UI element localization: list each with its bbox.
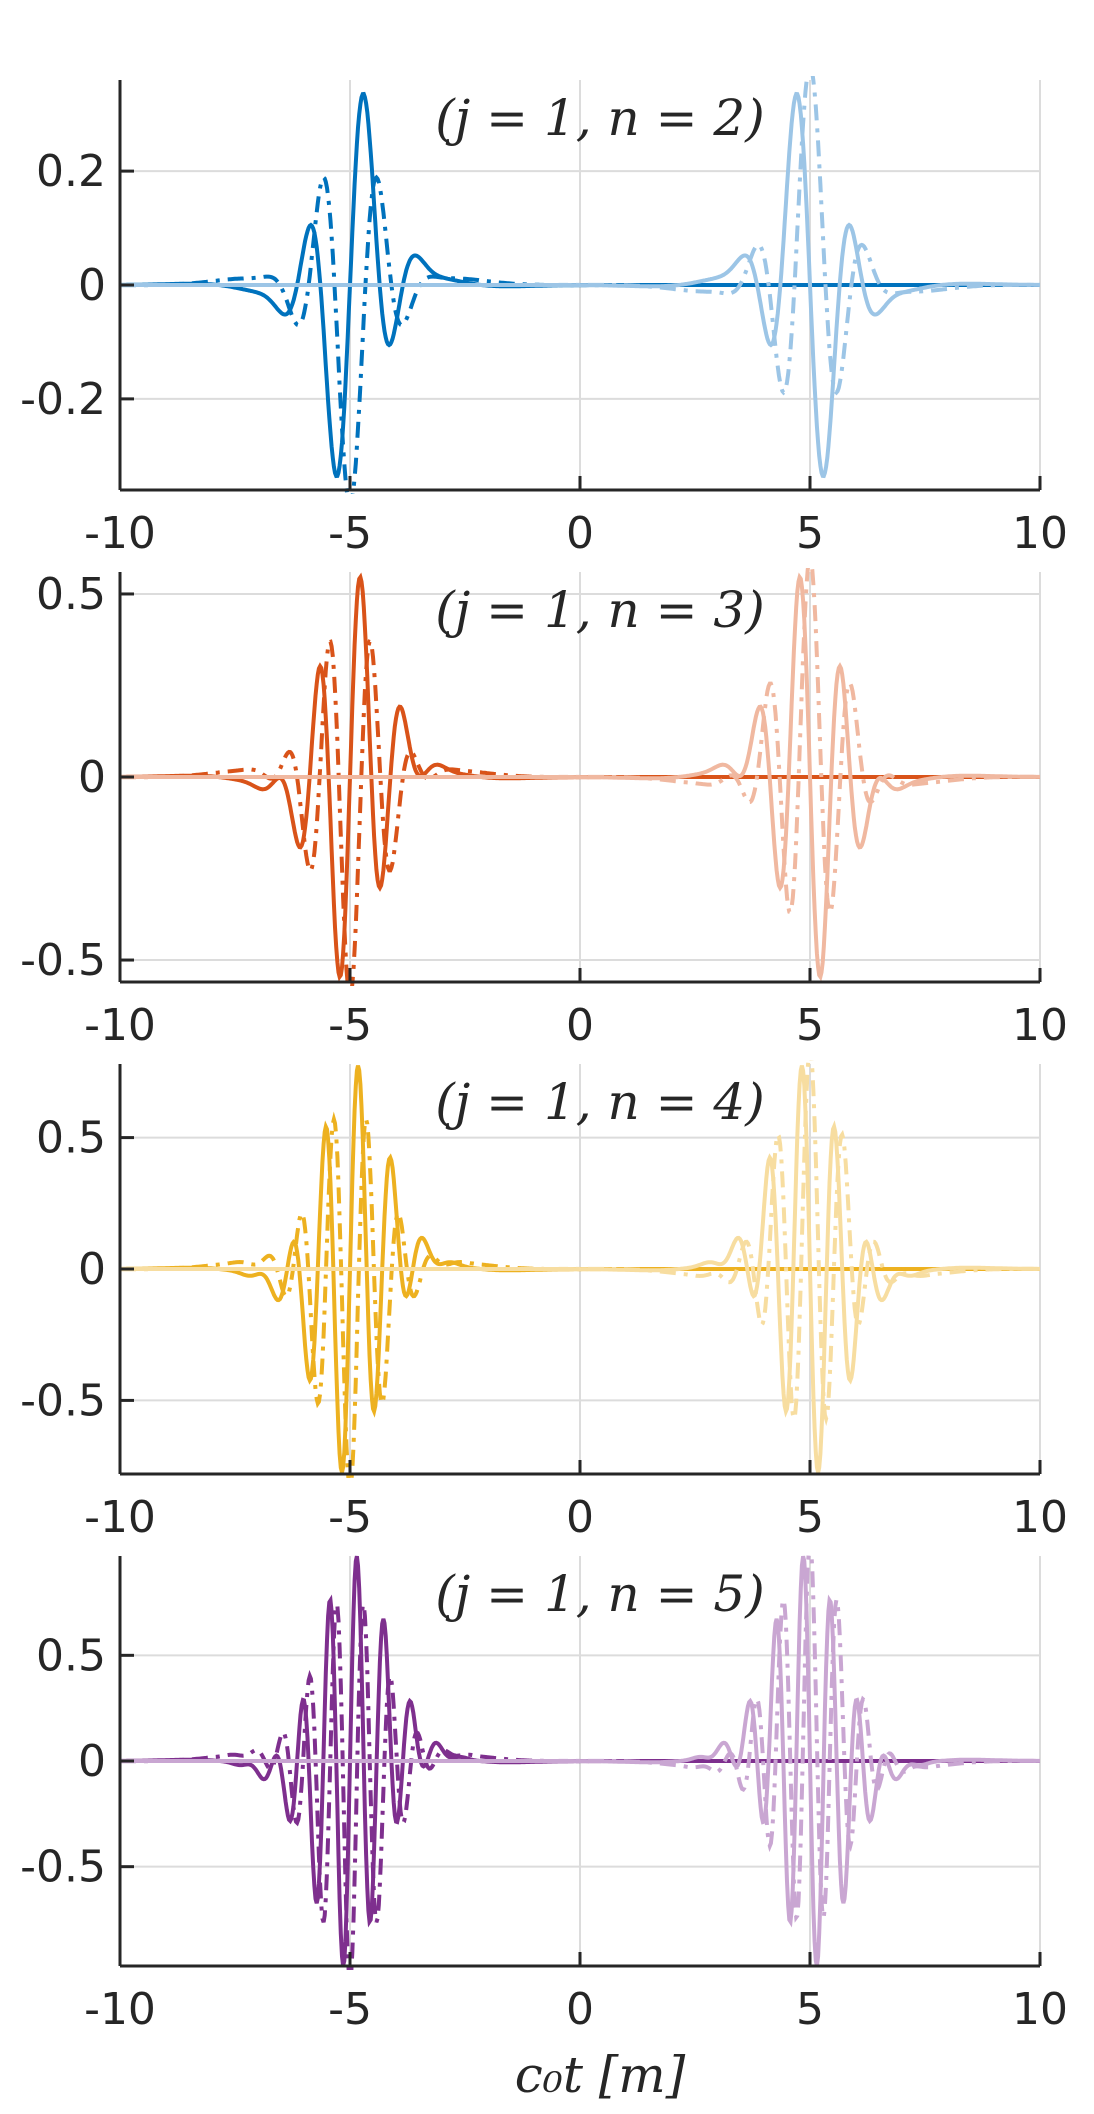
panel-2: -10 -5 0 5 10 0.5 0 -0.5 (j = 1, n = 3): [20, 568, 1068, 1051]
x-tick-label: 5: [796, 1000, 824, 1051]
x-tick-label: -5: [328, 1492, 372, 1543]
y-tick-label: 0: [78, 752, 106, 803]
x-tick-label: -5: [328, 1000, 372, 1051]
x-tick-label: -5: [328, 1984, 372, 2035]
y-tick-label: 0.5: [36, 1113, 106, 1164]
series-faded-dashdot: [120, 568, 1040, 915]
y-tick-label: 0: [78, 1736, 106, 1787]
panel-3: -10 -5 0 5 10 0.5 0 -0.5 (j = 1, n = 4): [20, 1060, 1068, 1543]
x-tick-label: 5: [796, 508, 824, 559]
panel-4: -10 -5 0 5 10 0.5 0 -0.5 (j = 1, n = 5): [20, 1552, 1068, 2035]
panel-title: (j = 1, n = 5): [435, 1565, 765, 1623]
panel-title: (j = 1, n = 4): [435, 1073, 765, 1131]
x-tick-label: -5: [328, 508, 372, 559]
x-tick-label: 0: [566, 1000, 594, 1051]
x-axis-label: c₀t [m]: [515, 2046, 686, 2104]
x-tick-label: 5: [796, 1984, 824, 2035]
x-tick-label: 10: [1012, 508, 1068, 559]
x-tick-label: -10: [84, 1492, 156, 1543]
panel-title: (j = 1, n = 3): [435, 581, 765, 639]
y-tick-label: 0.2: [36, 146, 106, 197]
x-tick-label: 0: [566, 1492, 594, 1543]
x-tick-label: 5: [796, 1492, 824, 1543]
y-tick-label: -0.5: [20, 1842, 106, 1893]
panel-title: (j = 1, n = 2): [435, 89, 765, 147]
y-tick-label: -0.5: [20, 935, 106, 986]
x-tick-label: 0: [566, 1984, 594, 2035]
x-tick-label: -10: [84, 1984, 156, 2035]
panel-1: -10 -5 0 5 10 0.2 0 -0.2 (j = 1, n = 2): [20, 76, 1068, 559]
y-tick-label: 0.5: [36, 569, 106, 620]
y-tick-label: 0.5: [36, 1630, 106, 1681]
x-tick-label: 0: [566, 508, 594, 559]
x-tick-label: 10: [1012, 1000, 1068, 1051]
x-tick-label: -10: [84, 1000, 156, 1051]
series-faded-dashdot: [120, 1060, 1040, 1427]
x-tick-label: 10: [1012, 1492, 1068, 1543]
y-tick-label: -0.2: [20, 374, 106, 425]
x-tick-label: 10: [1012, 1984, 1068, 2035]
y-tick-label: 0: [78, 260, 106, 311]
x-tick-label: -10: [84, 508, 156, 559]
panels: -10 -5 0 5 10 0.2 0 -0.2 (j = 1, n = 2) -10 -5 0 5 10…: [20, 76, 1068, 2035]
y-tick-label: 0: [78, 1244, 106, 1295]
y-tick-label: -0.5: [20, 1375, 106, 1426]
series-faded-dashdot: [120, 76, 1040, 396]
series-faded-dashdot: [120, 1552, 1040, 1923]
